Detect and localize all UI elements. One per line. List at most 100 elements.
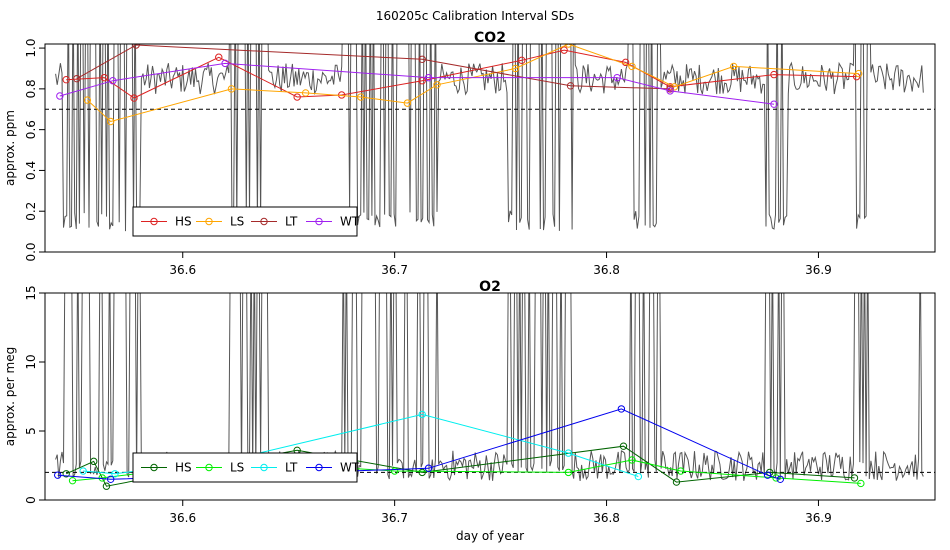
legend-marker-wt <box>315 463 323 472</box>
data-point-ls <box>564 44 573 48</box>
data-point-ls <box>227 85 236 93</box>
data-point-wt <box>763 471 772 479</box>
y-tick-label: 10 <box>24 354 38 369</box>
y-tick-label: 1.0 <box>24 39 38 58</box>
data-point-ls <box>729 62 738 71</box>
data-point-lt <box>666 85 674 93</box>
x-tick-label: 36.9 <box>805 511 832 525</box>
legend-label-lt: LT <box>285 461 298 475</box>
data-point-ls <box>772 474 780 482</box>
x-tick-label: 36.9 <box>805 263 832 277</box>
data-point-hs <box>293 93 301 101</box>
figure-title: 160205c Calibration Interval SDs <box>376 9 574 23</box>
data-point-hs <box>672 478 681 486</box>
data-point-ls <box>670 83 679 91</box>
x-tick-label: 36.7 <box>381 511 408 525</box>
data-point-lt <box>73 74 81 83</box>
legend-marker-hs <box>150 463 158 472</box>
legend-marker-wt <box>315 217 323 226</box>
legend-label-wt: WT <box>340 215 360 229</box>
data-point-wt <box>109 77 117 85</box>
legend-marker-hs <box>150 217 158 226</box>
panel-title: O2 <box>479 279 501 295</box>
x-tick-label: 36.8 <box>593 511 620 525</box>
data-point-hs <box>560 46 568 54</box>
data-point-ls <box>628 62 636 71</box>
legend-label-wt: WT <box>340 461 360 475</box>
data-point-wt <box>106 475 115 483</box>
data-point-ls <box>83 96 92 104</box>
y-tick-label: 0.8 <box>24 79 38 98</box>
legend-label-lt: LT <box>285 215 298 229</box>
data-point-ls <box>564 468 573 477</box>
data-point-ls <box>106 117 115 126</box>
data-point-ls <box>68 476 77 485</box>
data-point-hs <box>90 457 98 466</box>
legend: HS LS LT WT <box>132 206 360 237</box>
series-line-wt <box>57 408 781 480</box>
legend-label-hs: HS <box>175 215 192 229</box>
y-axis-label: approx. ppm <box>3 110 17 186</box>
y-tick-label: 0.4 <box>24 161 38 180</box>
data-point-lt <box>132 44 140 49</box>
data-point-wt <box>776 475 785 483</box>
y-tick-label: 0.0 <box>24 242 38 261</box>
data-point-wt <box>424 464 433 472</box>
data-point-lt <box>564 449 573 457</box>
data-point-wt <box>666 87 674 95</box>
data-point-wt <box>617 405 626 413</box>
data-point-ls <box>390 467 399 475</box>
data-point-ls <box>403 99 412 107</box>
data-point-lt <box>79 467 87 475</box>
legend-label-ls: LS <box>230 215 244 229</box>
y-tick-label: 5 <box>24 427 38 435</box>
series-line-ls <box>87 44 859 123</box>
legend: HS LS LT WT <box>132 452 360 483</box>
data-point-wt <box>613 73 621 82</box>
data-point-lt <box>111 470 119 478</box>
data-point-hs <box>619 442 628 450</box>
data-point-hs <box>62 75 70 84</box>
x-tick-label: 36.7 <box>381 263 408 277</box>
data-point-wt <box>221 59 229 68</box>
legend-marker-ls <box>205 217 213 226</box>
data-point-hs <box>102 482 111 490</box>
series-line-hs <box>65 445 855 487</box>
data-point-wt <box>56 92 64 100</box>
data-point-ls <box>433 81 441 89</box>
y-axis-label: approx. per meg <box>3 347 17 446</box>
legend-marker-ls <box>205 463 213 472</box>
data-point-hs <box>770 70 778 79</box>
y-tick-label: 15 <box>24 285 38 300</box>
panels: CO2 36.6 36.7 36.8 36.9 0.0 0.2 0.4 0.6 0.8 1.0 app… <box>3 30 936 543</box>
data-point-ls <box>511 64 520 73</box>
data-point-ls <box>357 93 365 101</box>
data-point-lt <box>566 82 575 90</box>
x-tick-label: 36.8 <box>593 263 620 277</box>
data-point-hs <box>518 56 526 65</box>
data-point-wt <box>54 471 62 479</box>
legend-marker-lt <box>260 217 268 226</box>
y-tick-label: 0.2 <box>24 202 38 221</box>
y-tick-label: 0 <box>24 496 38 504</box>
series-line-wt <box>59 62 775 105</box>
data-point-wt <box>770 100 778 108</box>
data-point-ls <box>301 89 310 97</box>
y-tick-label: 0.6 <box>24 120 38 139</box>
data-point-lt <box>418 410 426 419</box>
data-point-hs <box>621 58 630 67</box>
plot-frame <box>44 292 936 501</box>
data-point-hs <box>130 94 138 102</box>
data-point-hs <box>215 53 223 61</box>
plot-frame <box>44 43 936 253</box>
panel-o2: O2 36.6 36.7 36.8 36.9 0 5 10 15 approx. per meg d… <box>3 279 936 543</box>
series-line-lt <box>76 44 671 90</box>
data-point-ls <box>855 69 863 78</box>
series-line-hs <box>66 49 857 99</box>
x-tick-label: 36.6 <box>169 263 196 277</box>
data-point-wt <box>424 73 433 82</box>
data-point-hs <box>418 468 426 477</box>
legend-label-ls: LS <box>230 461 244 475</box>
data-point-hs <box>100 73 109 82</box>
